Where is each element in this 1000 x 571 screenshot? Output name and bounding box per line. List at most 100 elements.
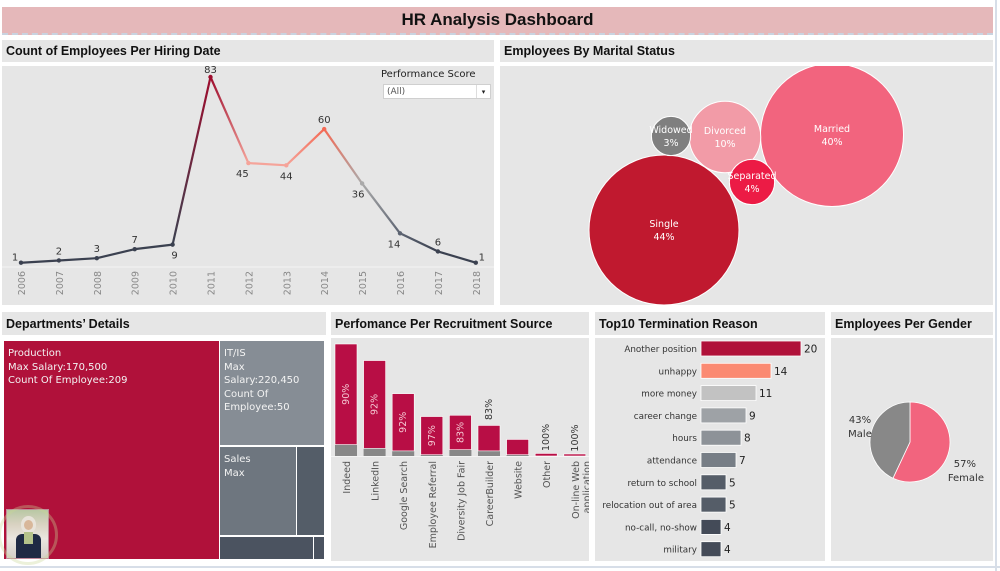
termination-value-5: 7 bbox=[739, 455, 746, 467]
treemap-tile-dept-5[interactable] bbox=[220, 537, 313, 559]
data-label-2016: 14 bbox=[388, 239, 401, 250]
termination-bar-7 bbox=[700, 496, 727, 513]
termination-value-4: 8 bbox=[744, 433, 751, 445]
termination-label-7: relocation out of area bbox=[602, 501, 697, 511]
marital-panel-header: Employees By Marital Status bbox=[500, 40, 993, 62]
data-point-2007 bbox=[56, 258, 62, 263]
right-frame-line bbox=[995, 0, 997, 571]
data-label-2015: 36 bbox=[352, 189, 365, 200]
x-tick-2017: 2017 bbox=[434, 271, 445, 295]
line-segment bbox=[19, 259, 61, 264]
termination-value-8: 4 bbox=[724, 522, 731, 534]
termination-value-3: 9 bbox=[749, 410, 756, 422]
bar-good-4 bbox=[449, 414, 472, 450]
line-segment bbox=[285, 127, 326, 167]
line-segment bbox=[398, 232, 439, 253]
termination-bar-chart: Another position 20 unhappy 14 more money 11 c… bbox=[602, 340, 817, 558]
termination-value-7: 5 bbox=[729, 500, 736, 512]
bubble-value-married: 40% bbox=[821, 137, 842, 148]
termination-bar-3 bbox=[700, 407, 747, 424]
data-label-2010: 9 bbox=[171, 251, 177, 262]
hiring-panel: 1 2006 2 2007 3 2008 7 2009 9 2010 83 2011 45 2012 44 2… bbox=[2, 65, 494, 305]
termination-value-0: 20 bbox=[804, 344, 817, 356]
treemap-tile-dept-4[interactable] bbox=[297, 447, 324, 535]
bar-other-1 bbox=[363, 448, 386, 456]
bar-other-4 bbox=[449, 449, 472, 456]
hiring-line-chart: 1 2006 2 2007 3 2008 7 2009 9 2010 83 2011 45 2012 44 2… bbox=[2, 65, 494, 295]
category-label-2: Google Search bbox=[399, 461, 410, 530]
line-segment bbox=[95, 248, 136, 260]
recruitment-bar-chart: 90% Indeed 92% LinkedIn 92% Google Search 97% E… bbox=[331, 343, 593, 548]
line-segment bbox=[209, 75, 250, 165]
production-count: Count Of Employee:209 bbox=[8, 375, 128, 386]
bar-good-5 bbox=[477, 425, 501, 452]
data-point-2017 bbox=[435, 249, 441, 254]
termination-value-1: 14 bbox=[774, 366, 788, 378]
production-name: Production bbox=[8, 348, 62, 359]
x-tick-2010: 2010 bbox=[169, 271, 180, 295]
treemap-tile-dept-6[interactable] bbox=[314, 537, 324, 559]
bottom-frame-line bbox=[0, 566, 1000, 568]
termination-bar-8 bbox=[700, 518, 722, 535]
treemap-tile-sales[interactable]: Sales Max bbox=[220, 447, 296, 535]
chevron-down-icon[interactable]: ▾ bbox=[476, 85, 490, 98]
performance-score-label: Performance Score bbox=[381, 69, 476, 80]
gender-pie-chart: 57% Female 43% Male bbox=[848, 401, 984, 484]
data-point-2008 bbox=[94, 256, 100, 261]
recruitment-panel-title: Perfomance Per Recruitment Source bbox=[335, 316, 553, 331]
bubble-value-single: 44% bbox=[653, 232, 674, 243]
pie-slice-female bbox=[892, 401, 951, 483]
departments-panel-header: Departments’ Details bbox=[2, 312, 326, 335]
itis-name: IT/IS bbox=[224, 348, 246, 359]
x-tick-2008: 2008 bbox=[93, 271, 104, 295]
performance-score-dropdown[interactable]: (All) ▾ bbox=[383, 84, 491, 99]
bar-good-2 bbox=[391, 393, 415, 452]
marital-panel: Single 44% Married 40% Divorced 10% Separated 4… bbox=[500, 62, 993, 306]
bar-other-0 bbox=[335, 444, 357, 456]
termination-bar-5 bbox=[700, 452, 737, 468]
category-label-7: Other bbox=[542, 461, 553, 488]
data-point-2006 bbox=[18, 260, 24, 265]
sales-max-salary: Max bbox=[224, 467, 245, 479]
production-max-salary: Max Salary:170,500 bbox=[8, 361, 108, 373]
data-point-2011 bbox=[208, 74, 213, 80]
bar-other-2 bbox=[392, 450, 415, 456]
itis-count-line2: Employee:50 bbox=[224, 402, 290, 413]
bar-label-8: 100% bbox=[570, 424, 581, 451]
data-point-2012 bbox=[246, 160, 251, 166]
marital-bubble-chart: Single 44% Married 40% Divorced 10% Separated 4… bbox=[588, 62, 905, 306]
bar-good-6 bbox=[506, 439, 529, 456]
bar-other-3 bbox=[420, 454, 443, 456]
x-tick-2015: 2015 bbox=[358, 271, 369, 295]
x-tick-2016: 2016 bbox=[396, 271, 407, 295]
dashboard-title-bar: HR Analysis Dashboard bbox=[2, 7, 993, 35]
bar-good-1 bbox=[363, 360, 386, 449]
termination-bar-6 bbox=[700, 474, 727, 491]
x-tick-2013: 2013 bbox=[282, 271, 293, 295]
bar-other-5 bbox=[478, 450, 500, 456]
x-tick-2007: 2007 bbox=[55, 271, 66, 295]
data-label-2017: 6 bbox=[435, 237, 441, 248]
marital-panel-title: Employees By Marital Status bbox=[504, 44, 675, 58]
gender-panel-header: Employees Per Gender bbox=[831, 312, 993, 335]
bar-good-7 bbox=[534, 453, 558, 457]
dashboard-title: HR Analysis Dashboard bbox=[401, 10, 594, 29]
avatar-ring-decoration bbox=[0, 505, 58, 565]
bubble-label-separated: Separated bbox=[727, 171, 776, 182]
termination-value-2: 11 bbox=[759, 388, 772, 400]
pie-slice-male bbox=[869, 401, 911, 479]
termination-label-5: attendance bbox=[647, 457, 697, 467]
bar-label-7: 100% bbox=[541, 424, 552, 451]
performance-score-value: (All) bbox=[387, 86, 406, 97]
bar-label-4: 83% bbox=[455, 422, 466, 443]
termination-label-1: unhappy bbox=[659, 367, 698, 377]
pie-label-male: Male bbox=[848, 429, 872, 440]
bar-good-3 bbox=[420, 416, 444, 456]
treemap-tile-itis[interactable]: IT/IS Max Salary:220,450 Count Of Employ… bbox=[220, 341, 324, 445]
category-label-8: On-line Web bbox=[571, 461, 582, 519]
category-label-6: Website bbox=[514, 461, 525, 499]
termination-bar-9 bbox=[700, 541, 722, 558]
category-label-5: CareerBuilder bbox=[485, 461, 496, 526]
recruitment-panel-header: Perfomance Per Recruitment Source bbox=[331, 312, 589, 335]
x-tick-2018: 2018 bbox=[472, 271, 483, 295]
